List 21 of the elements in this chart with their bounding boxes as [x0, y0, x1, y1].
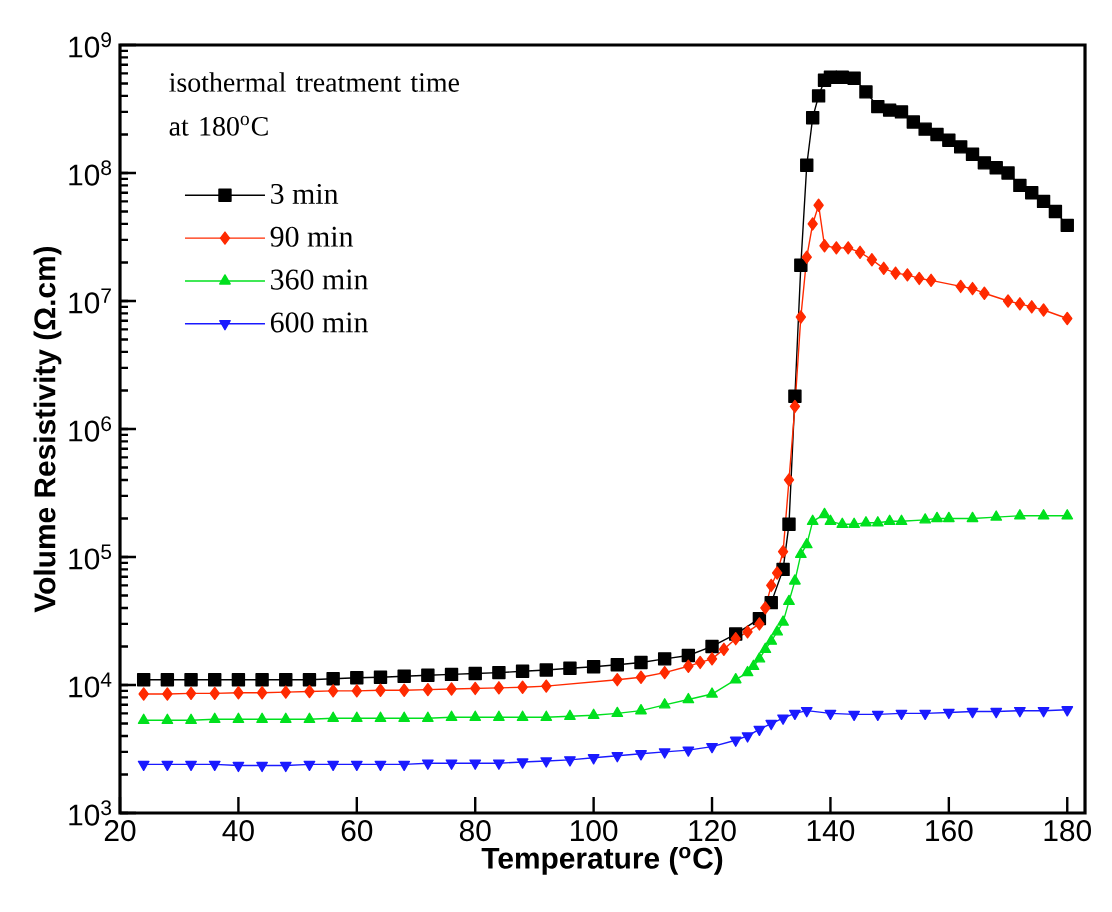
y-tick-label: 10$^{4}$: [69, 672, 112, 698]
x-tick-label: 180: [1044, 820, 1091, 842]
y-axis-title: Volume Resistivity (Ω.cm): [33, 246, 62, 613]
y-tick-label: 10$^{6}$: [69, 416, 112, 442]
legend-label: 90 min: [270, 226, 354, 247]
x-tick-label: 60: [341, 820, 373, 842]
y-tick-label: 10$^{7}$: [69, 288, 111, 314]
legend-label: 360 min: [271, 269, 369, 290]
y-tick-label: 10$^{9}$: [69, 32, 111, 58]
y-tick-label: 10$^{5}$: [69, 544, 112, 570]
x-tick-label: 120: [689, 820, 736, 842]
legend-label: 3 min: [271, 183, 339, 204]
legend-label: 600 min: [270, 312, 369, 333]
y-tick-label: 10$^{8}$: [69, 160, 112, 186]
x-axis-title: Temperature ($^{o}$C): [481, 846, 723, 875]
x-tick-label: 100: [570, 820, 618, 842]
x-tick-label: 160: [926, 820, 973, 842]
legend-title: isothermal treatment time at 180$^{o}$C: [169, 72, 459, 136]
x-tick-label: 80: [459, 820, 491, 842]
x-tick-label: 140: [807, 820, 855, 842]
x-tick-label: 40: [222, 820, 254, 842]
